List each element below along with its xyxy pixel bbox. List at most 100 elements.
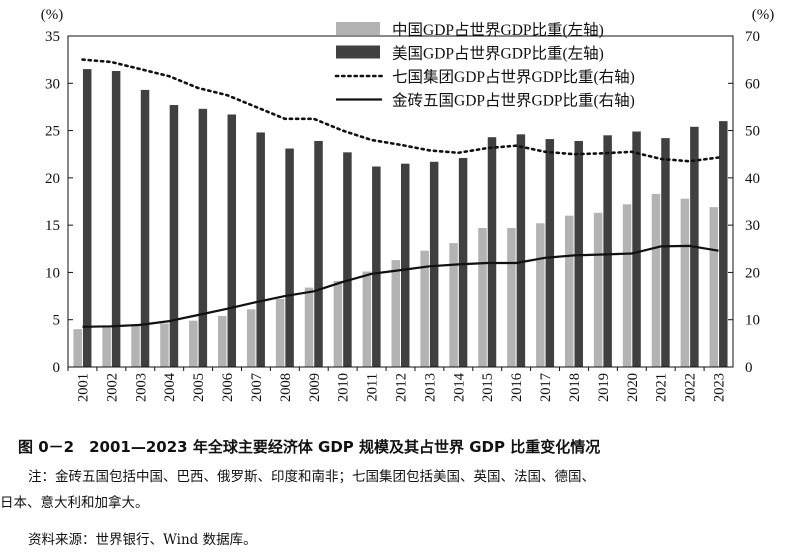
left-tick-label: 10 xyxy=(45,265,60,281)
china-bar xyxy=(333,280,343,367)
figure-note: 注：金砖五国包括中国、巴西、俄罗斯、印度和南非；七国集团包括美国、英国、法国、德… xyxy=(0,464,803,516)
right-axis-unit: (%) xyxy=(752,7,775,23)
left-tick-label: 30 xyxy=(45,76,60,92)
left-tick-label: 15 xyxy=(45,218,60,234)
legend-label: 金砖五国GDP占世界GDP比重(右轴) xyxy=(392,92,635,110)
x-tick-label: 2009 xyxy=(307,373,323,402)
x-tick-label: 2015 xyxy=(480,373,496,402)
legend-label: 七国集团GDP占世界GDP比重(右轴) xyxy=(392,68,635,86)
x-tick-label: 2007 xyxy=(249,373,265,402)
china-bar xyxy=(362,271,372,367)
china-bar xyxy=(131,324,140,367)
us-bar xyxy=(82,69,92,367)
us-bar xyxy=(574,140,583,367)
china-bar xyxy=(449,243,458,367)
brics-share-line xyxy=(82,244,719,328)
china-bar xyxy=(391,260,400,367)
g7-share-line xyxy=(81,58,720,163)
x-tick-label: 2020 xyxy=(625,373,641,402)
legend-label: 美国GDP占世界GDP比重(左轴) xyxy=(392,45,604,63)
x-tick-label: 2017 xyxy=(538,373,554,402)
x-tick-label: 2014 xyxy=(451,372,467,402)
us-bar xyxy=(719,121,728,367)
china-bar xyxy=(246,309,256,367)
us-bar xyxy=(603,135,612,367)
x-tick-label: 2021 xyxy=(654,373,670,402)
left-tick-label: 20 xyxy=(45,171,60,187)
x-tick-label: 2018 xyxy=(567,373,583,402)
china-bar xyxy=(275,298,285,367)
right-tick-label: 10 xyxy=(745,313,760,329)
right-tick-label: 30 xyxy=(745,218,760,234)
note-line-2: 日本、意大利和加拿大。 xyxy=(0,495,149,511)
legend-swatch-bar xyxy=(336,22,380,35)
left-axis-unit: (%) xyxy=(41,7,64,23)
right-tick-label: 50 xyxy=(745,124,760,140)
figure-source: 资料来源：世界银行、Wind 数据库。 xyxy=(28,532,257,548)
us-bar xyxy=(111,70,121,368)
x-tick-label: 2010 xyxy=(336,373,352,402)
china-bar xyxy=(507,227,516,367)
legend-swatch-bar xyxy=(336,45,380,59)
right-tick-label: 0 xyxy=(745,360,753,376)
us-bar xyxy=(661,138,670,367)
x-tick-label: 2005 xyxy=(191,373,207,402)
china-bar xyxy=(304,287,314,367)
china-bar xyxy=(478,227,487,367)
us-bar xyxy=(140,89,150,368)
china-bar xyxy=(564,215,574,367)
china-bar xyxy=(160,323,169,367)
china-bar xyxy=(651,193,661,367)
left-tick-label: 35 xyxy=(45,29,60,45)
note-line-1: 注：金砖五国包括中国、巴西、俄罗斯、印度和南非；七国集团包括美国、英国、法国、德… xyxy=(28,469,595,485)
plot-frame xyxy=(67,35,734,368)
legend-label: 中国GDP占世界GDP比重(左轴) xyxy=(392,21,604,39)
right-tick-label: 70 xyxy=(745,29,760,45)
x-tick-label: 2011 xyxy=(365,373,381,401)
china-bar xyxy=(709,207,719,367)
left-tick-label: 25 xyxy=(45,124,60,140)
us-bar xyxy=(487,137,497,367)
x-tick-label: 2022 xyxy=(683,373,699,402)
gdp-share-chart: 0 5 10 15 20 25 30 35 0 10 20 30 40 50 60 70 (%) (%) 2001 2… xyxy=(41,7,775,402)
x-tick-label: 2006 xyxy=(220,373,236,402)
china-bar xyxy=(536,223,545,367)
us-bar xyxy=(343,152,352,367)
us-bar xyxy=(314,140,323,367)
china-bar xyxy=(593,212,603,367)
x-tick-label: 2003 xyxy=(133,373,149,402)
us-bar xyxy=(169,105,179,367)
china-bar xyxy=(189,320,198,367)
us-bar xyxy=(545,139,555,367)
right-tick-label: 40 xyxy=(745,171,760,187)
x-tick-label: 2002 xyxy=(104,373,120,402)
left-tick-label: 0 xyxy=(53,360,61,376)
x-tick-label: 2008 xyxy=(278,373,294,402)
us-bar xyxy=(632,131,641,367)
china-bar xyxy=(218,315,227,367)
x-tick-label: 2023 xyxy=(712,373,728,402)
x-tick-label: 2013 xyxy=(422,373,438,402)
us-bar xyxy=(401,163,410,367)
right-tick-label: 20 xyxy=(745,265,760,281)
us-bar xyxy=(256,132,265,367)
us-bar xyxy=(198,108,208,367)
us-bar xyxy=(285,148,294,367)
china-bar xyxy=(420,250,429,367)
right-tick-label: 60 xyxy=(745,76,760,92)
us-bar xyxy=(227,114,237,367)
china-bar xyxy=(680,198,690,367)
china-bar xyxy=(102,326,111,367)
us-bar xyxy=(372,166,381,367)
x-tick-label: 2004 xyxy=(162,372,178,402)
x-tick-label: 2012 xyxy=(394,373,410,402)
x-tick-label: 2019 xyxy=(596,373,612,402)
us-bar xyxy=(458,157,468,367)
figure-caption: 图 0－2 2001—2023 年全球主要经济体 GDP 规模及其占世界 GDP… xyxy=(18,438,601,456)
us-bar xyxy=(429,161,439,367)
x-tick-label: 2001 xyxy=(75,373,91,402)
us-bar xyxy=(516,134,526,367)
left-tick-label: 5 xyxy=(53,313,61,329)
x-tick-label: 2016 xyxy=(509,373,525,402)
china-bar xyxy=(622,204,632,367)
